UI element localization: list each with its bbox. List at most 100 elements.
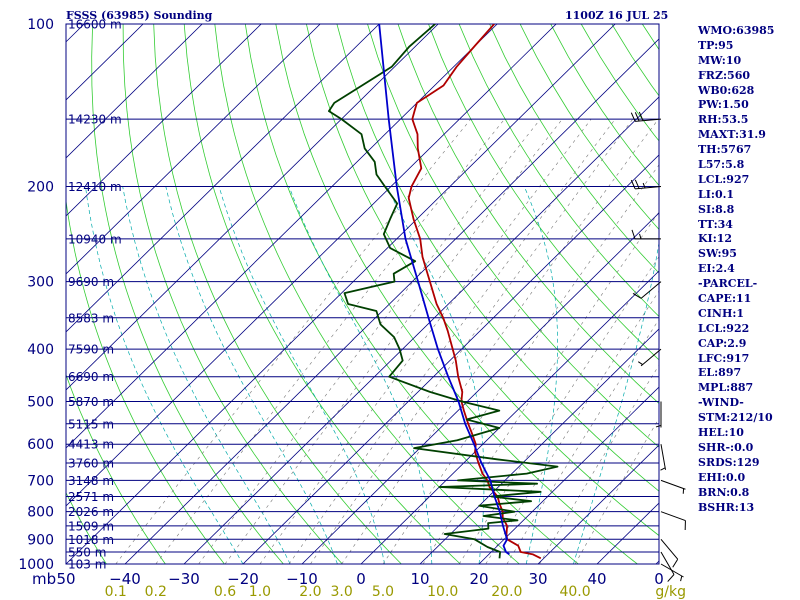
index-item: STM:212/10 xyxy=(698,411,773,425)
pressure-tick-label: 800 xyxy=(27,505,54,521)
pressure-tick-label: 1000 xyxy=(18,557,54,573)
pressure-tick-label: 300 xyxy=(27,275,54,291)
isotherm-line xyxy=(478,386,659,564)
mixing-ratio-label: 0.2 xyxy=(145,584,167,600)
index-item: BRN:0.8 xyxy=(698,485,750,499)
wind-barb-staff xyxy=(640,348,662,367)
index-item: TP:95 xyxy=(698,38,734,52)
wind-barb-staff xyxy=(660,444,667,470)
isotherm-line xyxy=(537,444,659,564)
temperature-line xyxy=(407,24,542,560)
isotherm-line xyxy=(66,24,498,449)
wind-barb-flag xyxy=(631,229,636,240)
height-label: 103 m xyxy=(68,558,106,572)
pressure-tick-label: 400 xyxy=(27,342,54,358)
index-item: -PARCEL- xyxy=(698,277,758,291)
index-item: SI:8.8 xyxy=(698,202,735,216)
index-item: HEL:10 xyxy=(698,426,744,440)
mixing-ratio-line xyxy=(224,118,563,564)
temperature-tick-label: −40 xyxy=(109,570,141,588)
dry-adiabat xyxy=(122,24,343,564)
index-item: KI:12 xyxy=(698,232,733,246)
moist-adiabat xyxy=(573,240,659,564)
sounding-profiles xyxy=(327,24,559,560)
mixing-ratio-line xyxy=(288,118,616,564)
height-label: 12410 m xyxy=(68,180,122,194)
isotherm-line xyxy=(419,328,659,564)
height-label: 3760 m xyxy=(68,456,114,470)
mixing-ratio-line xyxy=(341,118,659,564)
wind-barb xyxy=(660,563,684,582)
dry-adiabat xyxy=(795,24,800,564)
height-label: 14230 m xyxy=(68,113,122,127)
height-label: 8583 m xyxy=(68,311,114,325)
height-label: 6690 m xyxy=(68,370,114,384)
wind-barb-staff xyxy=(660,511,686,522)
wind-barb xyxy=(660,479,686,494)
isotherm-line xyxy=(66,24,616,564)
mixing-ratio-label: 0.6 xyxy=(214,584,236,600)
height-label: 9690 m xyxy=(68,275,114,289)
wind-barb xyxy=(632,281,662,299)
mixing-ratio-label: 3.0 xyxy=(330,584,352,600)
isotherm-line xyxy=(66,24,321,275)
index-item: CAPE:11 xyxy=(698,292,752,306)
mixing-ratio-label: 40.0 xyxy=(559,584,590,600)
isotherm-line xyxy=(66,24,439,391)
height-label: 7590 m xyxy=(68,343,114,357)
isotherm-line xyxy=(66,24,557,507)
wind-barb-flag xyxy=(634,179,640,189)
isotherm-line xyxy=(360,270,659,564)
pressure-tick-label: 600 xyxy=(27,437,54,453)
wind-barb-half-flag xyxy=(637,361,643,365)
index-item: TH:5767 xyxy=(698,143,752,157)
wind-barb-half-flag xyxy=(639,233,642,240)
mixing-ratio-line xyxy=(198,118,541,564)
dewpoint-line xyxy=(327,24,559,559)
index-item: LFC:917 xyxy=(698,351,750,365)
station-title: FSSS (63985) Sounding xyxy=(66,9,213,22)
height-label: 4413 m xyxy=(68,438,114,452)
mixing-ratio-line xyxy=(155,118,505,564)
temperature-tick-label: 0 xyxy=(356,570,366,588)
dry-adiabat xyxy=(183,24,461,564)
moist-adiabat xyxy=(288,186,433,564)
isotherm-line xyxy=(0,24,25,564)
mixing-ratio-line xyxy=(458,256,659,564)
temperature-axis-end-label: 0 xyxy=(654,570,664,588)
isotherm-line xyxy=(124,38,659,564)
isotherm-line xyxy=(66,24,262,217)
wind-barb-half-flag xyxy=(680,575,683,582)
wind-barb-staff xyxy=(640,281,662,299)
mixing-ratio-label: 20.0 xyxy=(491,584,522,600)
pressure-tick-label: 900 xyxy=(27,532,54,548)
pressure-tick-label: 500 xyxy=(27,394,54,410)
temperature-tick-label: 10 xyxy=(410,570,429,588)
height-label: 16600 m xyxy=(68,18,122,32)
index-item: PW:1.50 xyxy=(698,98,749,112)
wind-barb-flag xyxy=(632,292,642,299)
index-item: MW:10 xyxy=(698,53,742,67)
wind-barb-half-flag xyxy=(642,182,646,189)
index-item: FRZ:560 xyxy=(698,68,751,82)
wind-barb xyxy=(655,401,662,428)
wind-barb xyxy=(660,538,679,568)
wind-barb-flag xyxy=(667,574,675,582)
wind-barb xyxy=(660,444,667,471)
mixing-ratio-label: 10.0 xyxy=(427,584,458,600)
temperature-tick-label: 30 xyxy=(528,570,547,588)
isotherm-line xyxy=(66,24,380,333)
height-label: 5870 m xyxy=(68,395,114,409)
pressure-tick-label: 700 xyxy=(27,473,54,489)
index-item: LCL:922 xyxy=(698,321,750,335)
wind-barb-half-flag xyxy=(660,467,666,471)
wind-barb-flag xyxy=(630,112,636,122)
wind-barb-staff xyxy=(635,118,662,122)
isotherm-line xyxy=(183,96,659,564)
index-item: TT:34 xyxy=(698,217,733,231)
wind-barb-flag xyxy=(630,179,636,190)
mixing-ratio-line xyxy=(422,211,659,564)
index-item: MAXT:31.9 xyxy=(698,128,766,142)
